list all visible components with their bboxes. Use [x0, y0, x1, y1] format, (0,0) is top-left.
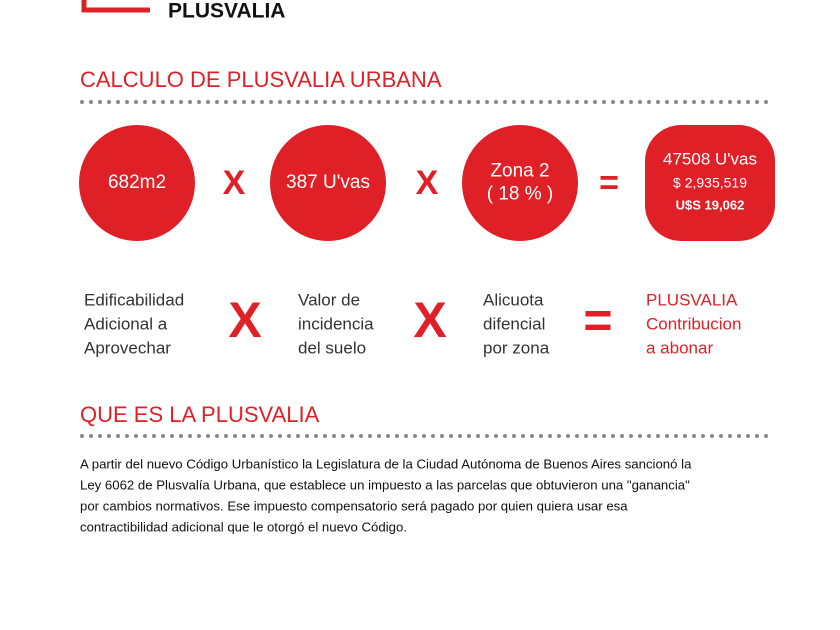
result-box	[645, 125, 775, 241]
header-title: PLUSVALIA	[168, 0, 285, 23]
section-title: QUE ES LA PLUSVALIA	[80, 402, 320, 427]
result-value: $ 2,935,519	[673, 175, 747, 191]
factor-circle	[462, 125, 578, 241]
paragraph-line: contractibilidad adicional que le otorgó…	[80, 519, 407, 534]
result-value: U$S 19,062	[676, 197, 745, 212]
factor-caption: del suelo	[298, 338, 366, 357]
result-caption: a abonar	[646, 338, 713, 357]
factor-circle	[79, 125, 195, 241]
operator-large: X	[413, 292, 446, 348]
factor-caption: Valor de	[298, 290, 360, 309]
operator-large: =	[583, 292, 612, 348]
header-frame	[81, 0, 150, 13]
result-value: 47508 U'vas	[663, 149, 757, 168]
section-title: CALCULO DE PLUSVALIA URBANA	[80, 67, 442, 92]
operator-large: X	[228, 292, 261, 348]
factor-value: 387 U'vas	[286, 172, 370, 193]
operator: =	[599, 164, 619, 202]
result-caption: PLUSVALIA	[646, 290, 738, 309]
factor-caption: Adicional a	[84, 314, 168, 333]
factor-value: Zona 2	[490, 161, 549, 182]
operator: X	[416, 164, 439, 202]
factor-circle	[270, 125, 386, 241]
paragraph-line: por cambios normativos. Ese impuesto com…	[80, 498, 628, 513]
paragraph-line: Ley 6062 de Plusvalía Urbana, que establ…	[80, 477, 690, 492]
factor-caption: incidencia	[298, 314, 374, 333]
paragraph-line: A partir del nuevo Código Urbanístico la…	[80, 456, 692, 471]
result-caption: Contribucion	[646, 314, 741, 333]
content: 682m2 Edificabilidad Adicional a Aprovechar…	[79, 125, 775, 534]
operator: X	[223, 164, 246, 202]
factor-caption: Alicuota	[483, 290, 544, 309]
factor-caption: por zona	[483, 338, 550, 357]
factor-caption: Edificabilidad	[84, 290, 184, 309]
factor-value: ( 18 % )	[487, 184, 554, 205]
factor-value: 682m2	[108, 172, 166, 193]
factor-caption: Aprovechar	[84, 338, 171, 357]
factor-caption: difencial	[483, 314, 545, 333]
